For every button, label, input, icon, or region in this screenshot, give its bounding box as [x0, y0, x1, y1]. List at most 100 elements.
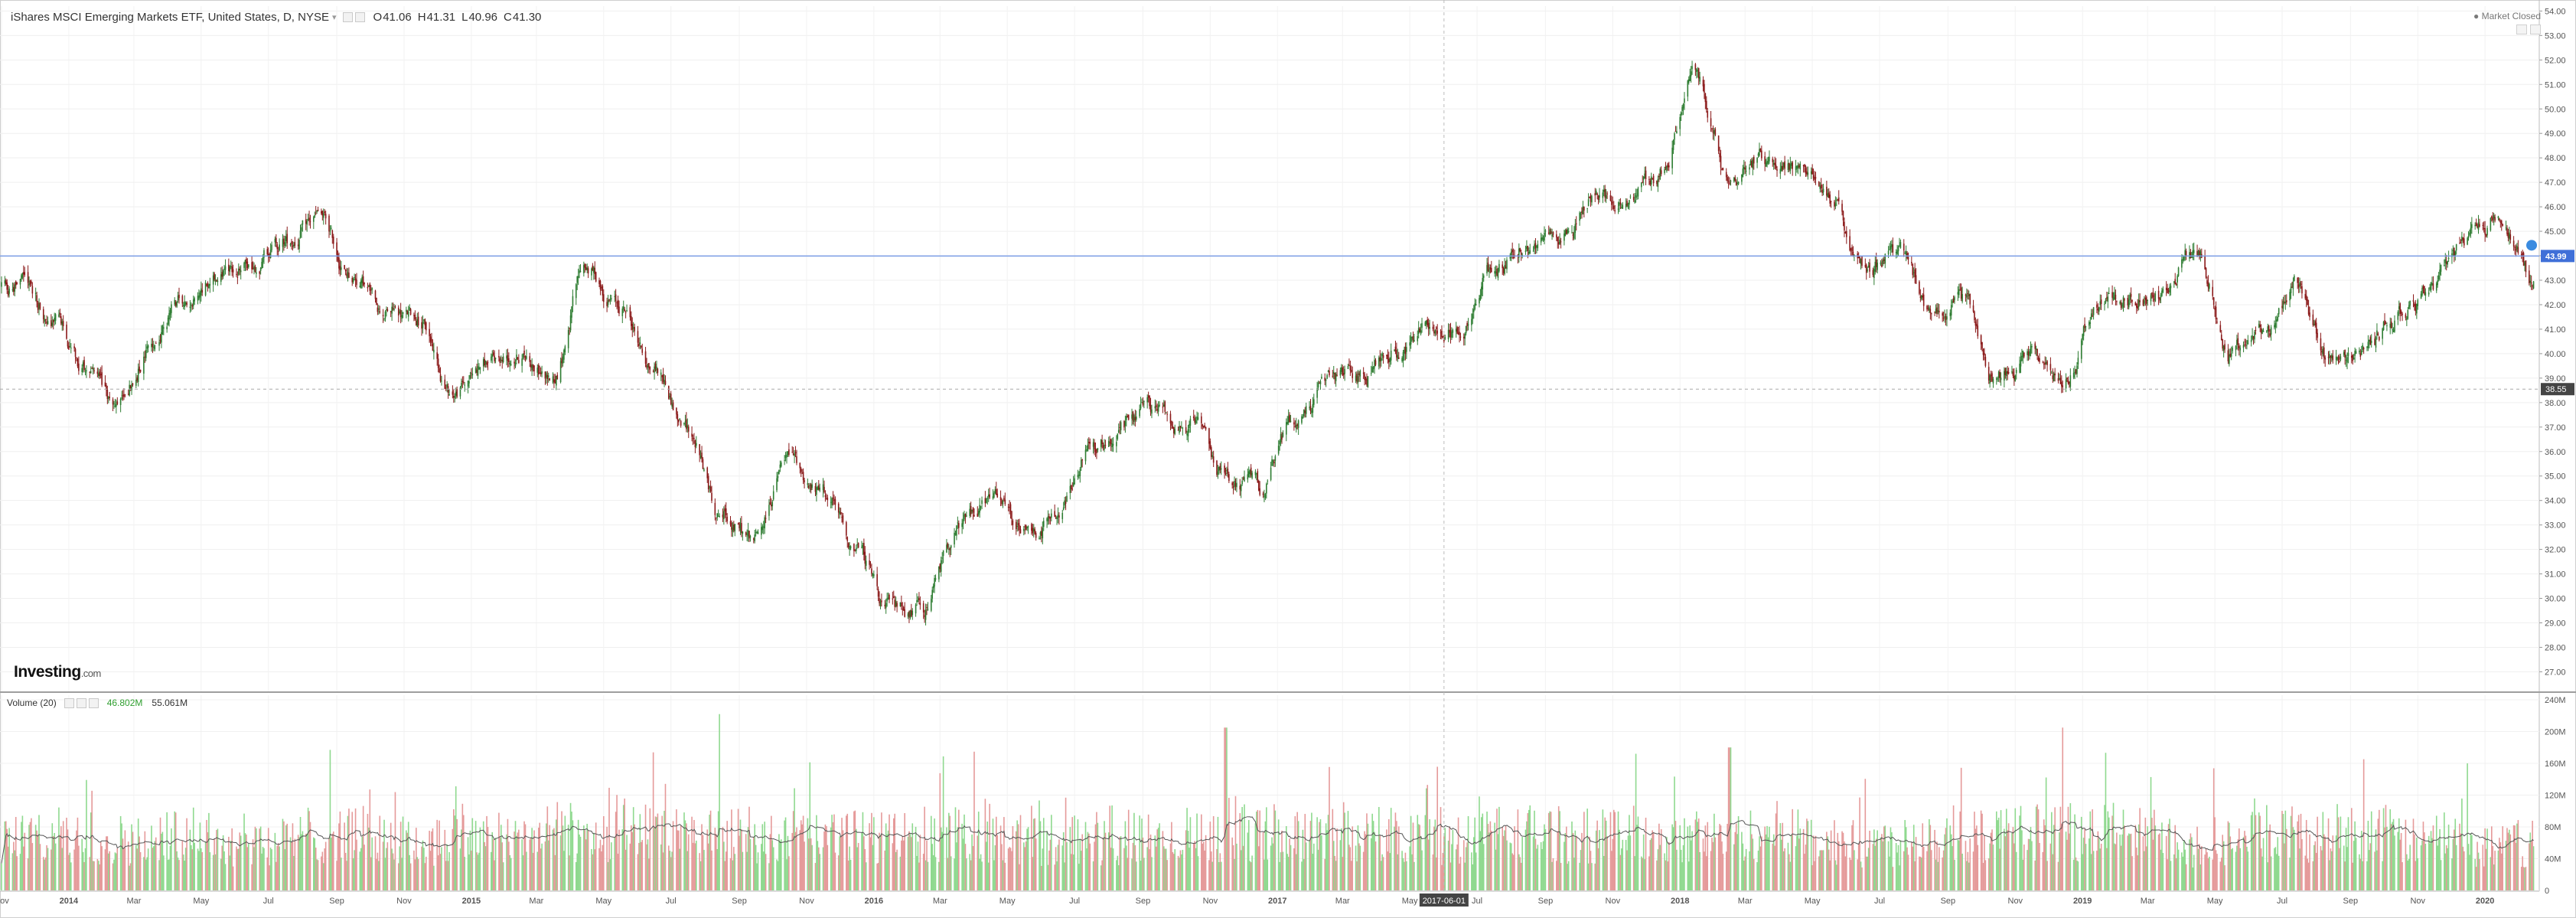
volume-bar [1805, 844, 1807, 890]
candle-body [68, 345, 70, 350]
volume-bar [1980, 810, 1982, 890]
volume-bar [1096, 812, 1097, 890]
candle-body [2034, 343, 2036, 349]
candle-body [1961, 294, 1963, 302]
volume-bar [1264, 821, 1267, 890]
candle-body [1058, 515, 1060, 518]
candle-body [112, 399, 114, 405]
candle-body [1497, 268, 1499, 279]
candle-body [1123, 420, 1125, 428]
candle-body [294, 242, 296, 246]
volume-bar [1652, 831, 1655, 890]
candle-body [214, 279, 217, 283]
candle-body [1837, 197, 1840, 201]
candle-body [725, 508, 727, 515]
volume-bar [401, 858, 403, 890]
candle-body [492, 352, 494, 355]
volume-bar [922, 854, 924, 890]
candle-body [546, 374, 549, 380]
candle-body [54, 317, 55, 322]
volume-bar [1186, 808, 1188, 890]
candle-body [1829, 194, 1831, 204]
volume-bar [1725, 851, 1727, 890]
candle-body [1374, 359, 1375, 368]
candle-body [1324, 377, 1326, 381]
volume-bar [307, 807, 309, 890]
volume-bar [324, 841, 327, 890]
candle-body [2065, 379, 2067, 389]
candle-body [946, 544, 947, 553]
volume-bar [585, 839, 587, 890]
candle-body [414, 314, 416, 320]
volume-bar [2067, 806, 2069, 890]
volume-bar [2191, 837, 2193, 890]
candle-body [1761, 150, 1762, 158]
volume-bar [471, 818, 474, 890]
volume-bar [2245, 835, 2247, 890]
volume-bar [556, 802, 559, 890]
candle-body [2320, 338, 2322, 351]
candle-body [1205, 426, 1207, 430]
candle-body [930, 599, 932, 611]
candle-body [1077, 475, 1079, 478]
candle-body [74, 348, 77, 357]
candle-body [421, 322, 422, 329]
volume-bar [1371, 813, 1373, 890]
volume-bar [802, 815, 804, 890]
volume-bar [1714, 813, 1715, 890]
volume-bar [1019, 864, 1020, 890]
candle-body [2359, 350, 2360, 353]
volume-bar [2059, 832, 2060, 890]
volume-bar [926, 840, 928, 890]
volume-bar [1094, 841, 1095, 890]
volume-bar [1869, 830, 1870, 890]
time-tick-label: 2020 [2476, 897, 2494, 906]
candle-body [2046, 361, 2048, 365]
volume-bar [595, 822, 597, 890]
volume-bar [1464, 862, 1466, 890]
volume-bar [1281, 830, 1283, 890]
candle-body [1504, 265, 1505, 274]
candle-body [2479, 224, 2480, 227]
candle-body [51, 322, 54, 326]
candle-body [2505, 227, 2507, 229]
candle-body [139, 366, 140, 371]
candle-body [384, 311, 386, 319]
candle-body [954, 532, 955, 545]
volume-bar [2034, 860, 2036, 890]
candle-body [1100, 439, 1102, 447]
candle-body [2037, 357, 2040, 361]
candle-body [1447, 329, 1449, 340]
candle-body [2049, 364, 2052, 371]
candle-body [2222, 345, 2225, 351]
candle-body [1406, 347, 1407, 352]
candle-body [1899, 242, 1902, 248]
candle-body [869, 565, 872, 567]
candle-body [1224, 472, 1227, 474]
volume-bar [1903, 851, 1905, 890]
candle-body [1707, 111, 1709, 118]
candle-body [752, 538, 755, 540]
candle-body [1166, 413, 1168, 415]
candle-body [839, 511, 840, 515]
volume-bar [1997, 820, 1999, 890]
volume-bar [993, 860, 995, 890]
volume-bar [1614, 812, 1616, 890]
candle-body [390, 311, 392, 312]
candle-body [116, 401, 119, 405]
volume-bar [1877, 830, 1878, 890]
volume-bar [1976, 825, 1978, 890]
candle-body [1326, 374, 1328, 379]
candle-body [399, 311, 401, 313]
candle-body [840, 511, 842, 515]
volume-bar [204, 841, 207, 890]
candle-body [2219, 325, 2222, 332]
volume-bar [364, 844, 365, 890]
volume-bar [1402, 858, 1404, 890]
volume-bar [378, 861, 380, 890]
volume-bar [1208, 860, 1210, 890]
candle-body [1012, 520, 1014, 525]
candle-body [934, 578, 937, 580]
volume-bar [7, 846, 9, 890]
